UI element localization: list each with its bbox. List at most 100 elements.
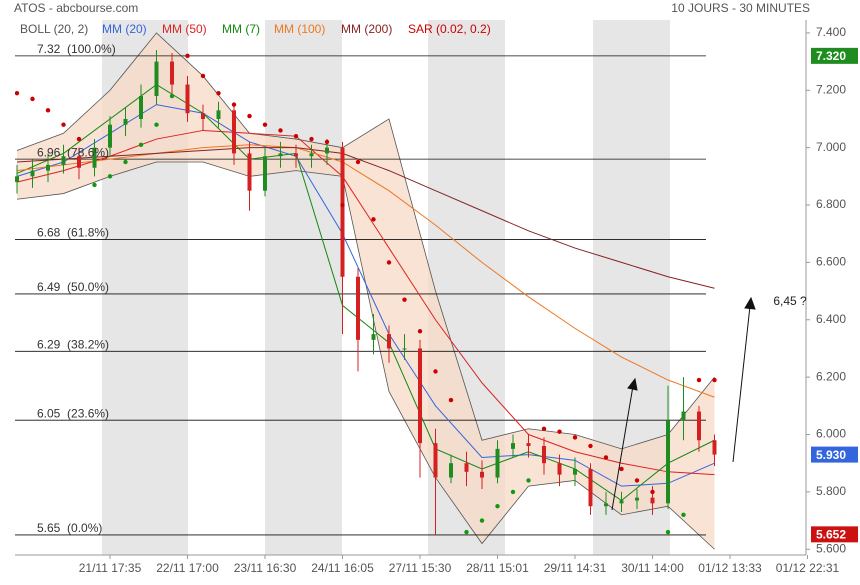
arrow-head (627, 377, 638, 391)
x-tick-label: 24/11 16:05 (311, 561, 374, 575)
candle-body (681, 411, 686, 421)
y-tick-label: 7.400 (816, 25, 846, 39)
arrow (611, 385, 634, 511)
sar-dot (541, 426, 547, 431)
arrows (611, 296, 756, 511)
moving-average (16, 147, 715, 289)
sar-dot (61, 122, 66, 127)
candle-body (46, 164, 50, 171)
candle-body (123, 118, 128, 125)
sar-dot (479, 518, 485, 523)
candle-body (247, 153, 252, 191)
sar-dot (123, 159, 128, 165)
candle-body (619, 500, 624, 504)
y-tick-label: 5.600 (816, 541, 846, 555)
sar-dot (107, 174, 113, 179)
legend-entry: MM (50) (162, 22, 207, 36)
sar-dot (417, 329, 423, 334)
sar-dot (619, 466, 624, 472)
candle-body (433, 443, 438, 478)
fib-label: 6.29 (38.2%) (37, 337, 109, 351)
price-badge-label: 5.930 (816, 448, 846, 462)
sar-dot (262, 122, 268, 127)
sar-dot (340, 202, 345, 208)
sar-dot (15, 90, 20, 96)
fib-label: 5.65 (0.0%) (37, 521, 102, 535)
y-tick-label: 7.200 (816, 82, 846, 96)
day-band (265, 20, 342, 555)
sar-dot (665, 529, 671, 535)
candle-body (356, 276, 360, 340)
candle-body (371, 334, 376, 340)
chart-subtitle: 10 JOURS - 30 MINUTES (671, 1, 810, 15)
moving-average (16, 144, 715, 398)
candle-body (77, 156, 81, 168)
candle-body (170, 61, 174, 85)
sar-dot (557, 429, 562, 434)
bollinger-upper (16, 32, 715, 450)
sar-dot (464, 529, 469, 535)
candle-body (278, 153, 283, 157)
y-tick-label: 6.800 (816, 197, 846, 211)
price-badge (811, 526, 858, 543)
legend-entry: BOLL (20, 2) (20, 22, 88, 36)
sar-dot (696, 377, 702, 383)
sar-dot (650, 489, 655, 495)
overlay: 7.32 (100.0%) 6.96 (78.6%) 6.68 (61.8%) 6.4… (20, 22, 491, 535)
candle-body (92, 147, 97, 168)
sar-dot (448, 397, 454, 403)
moving-average (16, 104, 715, 487)
price-badge (811, 47, 858, 64)
sar-dot (231, 102, 237, 107)
x-tick-label: 22/11 17:00 (156, 561, 219, 575)
x-tick-label: 28/11 15:01 (466, 561, 529, 575)
fib-label: 6.49 (50.0%) (37, 280, 109, 294)
sar-dot (30, 96, 35, 102)
candle-body (604, 503, 608, 507)
candle-body (666, 420, 670, 504)
sar-dot (76, 136, 82, 142)
sar-dot (185, 53, 190, 59)
sar-dot (92, 182, 97, 188)
candle-body (139, 96, 143, 119)
candle-body (30, 170, 35, 177)
x-tick-label: 01/12 22:31 (776, 561, 840, 575)
candle-body (542, 445, 546, 464)
x-tick-label: 01/12 13:33 (698, 561, 762, 575)
y-tick-label: 6.200 (816, 369, 846, 383)
candle-body (588, 468, 593, 507)
arrow-head (744, 296, 756, 310)
legend-entry: MM (7) (222, 22, 260, 36)
candle-body (480, 471, 484, 478)
y-tick-label: 5.800 (816, 484, 846, 498)
legend-entry: MM (20) (102, 22, 147, 36)
candle-body (232, 110, 236, 154)
candle-body (511, 443, 515, 449)
candle-body (61, 156, 66, 165)
candle-body (294, 153, 298, 157)
candle-body (697, 411, 701, 441)
candle-body (557, 463, 562, 475)
candle-body (387, 334, 391, 349)
sar-dot (247, 113, 252, 119)
candle-body (635, 497, 639, 501)
x-tick-label: 21/11 17:35 (79, 561, 142, 575)
candle-body (573, 468, 577, 475)
chart-title: ATOS - abcbourse.com (14, 1, 138, 15)
candle-body (526, 443, 531, 446)
y-tick-label: 6.000 (816, 427, 846, 441)
sar-dot (293, 133, 299, 139)
candle-body (325, 147, 329, 154)
fib-label: 6.96 (78.6%) (37, 145, 109, 159)
sar-dot (371, 217, 376, 222)
y-tick-label: 7.000 (816, 140, 846, 154)
candle-body (418, 348, 422, 444)
candle-body (263, 156, 267, 191)
sar-dot (588, 443, 593, 449)
sar-dot (216, 90, 221, 96)
candle-body (712, 440, 717, 455)
sar-dot (324, 139, 330, 145)
price-badge (811, 446, 858, 463)
candle-body (185, 84, 190, 114)
x-tick-label: 27/11 15:30 (389, 561, 452, 575)
